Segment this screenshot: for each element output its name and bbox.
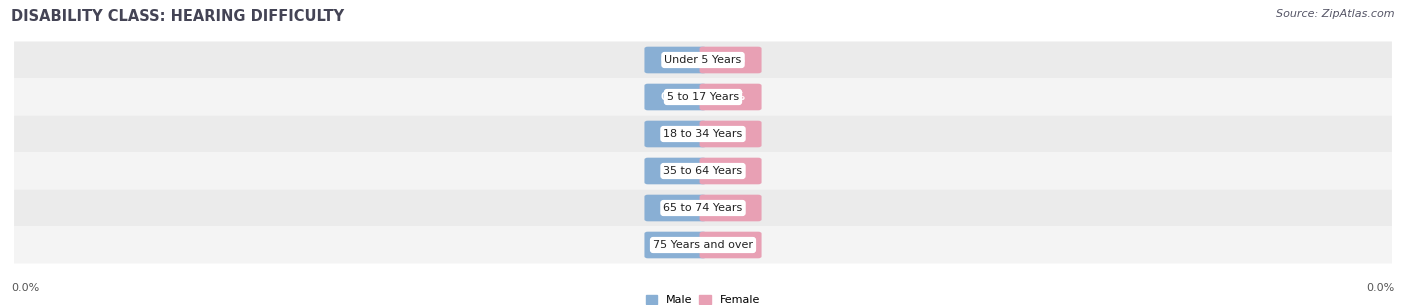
- FancyBboxPatch shape: [644, 195, 706, 221]
- FancyBboxPatch shape: [700, 195, 762, 221]
- Text: 75 Years and over: 75 Years and over: [652, 240, 754, 250]
- Text: 0.0%: 0.0%: [716, 92, 745, 102]
- FancyBboxPatch shape: [700, 47, 762, 73]
- FancyBboxPatch shape: [644, 47, 706, 73]
- FancyBboxPatch shape: [700, 158, 762, 184]
- FancyBboxPatch shape: [644, 84, 706, 110]
- Text: 18 to 34 Years: 18 to 34 Years: [664, 129, 742, 139]
- Text: 0.0%: 0.0%: [716, 129, 745, 139]
- Text: 0.0%: 0.0%: [661, 129, 690, 139]
- FancyBboxPatch shape: [644, 121, 706, 147]
- Text: 5 to 17 Years: 5 to 17 Years: [666, 92, 740, 102]
- Text: 0.0%: 0.0%: [661, 203, 690, 213]
- Text: 65 to 74 Years: 65 to 74 Years: [664, 203, 742, 213]
- Text: 0.0%: 0.0%: [716, 240, 745, 250]
- Text: DISABILITY CLASS: HEARING DIFFICULTY: DISABILITY CLASS: HEARING DIFFICULTY: [11, 9, 344, 24]
- Text: 0.0%: 0.0%: [716, 166, 745, 176]
- Text: 0.0%: 0.0%: [661, 166, 690, 176]
- Text: 0.0%: 0.0%: [716, 203, 745, 213]
- FancyBboxPatch shape: [14, 152, 1392, 189]
- FancyBboxPatch shape: [700, 84, 762, 110]
- FancyBboxPatch shape: [700, 232, 762, 258]
- Text: Source: ZipAtlas.com: Source: ZipAtlas.com: [1277, 9, 1395, 19]
- FancyBboxPatch shape: [700, 121, 762, 147]
- Text: 0.0%: 0.0%: [661, 55, 690, 65]
- Text: 0.0%: 0.0%: [661, 240, 690, 250]
- FancyBboxPatch shape: [14, 78, 1392, 116]
- Text: 0.0%: 0.0%: [716, 55, 745, 65]
- Text: 0.0%: 0.0%: [11, 283, 39, 293]
- FancyBboxPatch shape: [644, 232, 706, 258]
- Text: 0.0%: 0.0%: [1367, 283, 1395, 293]
- Text: Under 5 Years: Under 5 Years: [665, 55, 741, 65]
- Legend: Male, Female: Male, Female: [641, 290, 765, 305]
- FancyBboxPatch shape: [644, 158, 706, 184]
- FancyBboxPatch shape: [14, 116, 1392, 152]
- Text: 35 to 64 Years: 35 to 64 Years: [664, 166, 742, 176]
- Text: 0.0%: 0.0%: [661, 92, 690, 102]
- FancyBboxPatch shape: [14, 41, 1392, 78]
- FancyBboxPatch shape: [14, 227, 1392, 264]
- FancyBboxPatch shape: [14, 189, 1392, 227]
